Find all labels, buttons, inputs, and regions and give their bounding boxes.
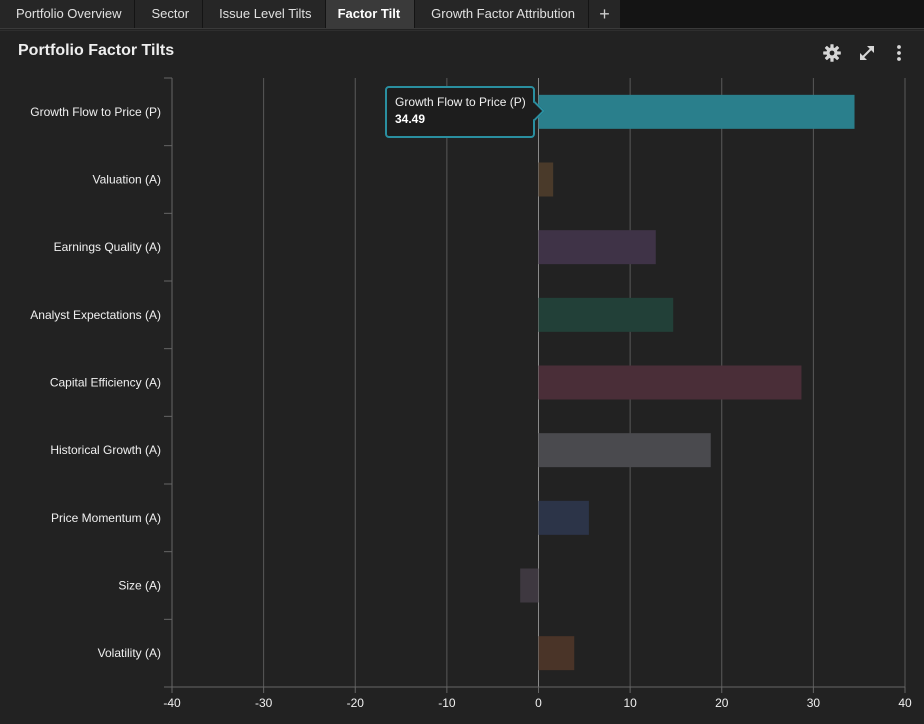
panel-title: Portfolio Factor Tilts: [18, 42, 175, 59]
chart-tooltip: Growth Flow to Price (P) 34.49: [385, 86, 545, 138]
category-label: Growth Flow to Price (P): [30, 105, 161, 119]
more-vertical-icon[interactable]: [889, 43, 909, 63]
category-label: Valuation (A): [93, 173, 161, 187]
category-label: Earnings Quality (A): [54, 240, 161, 254]
category-label: Volatility (A): [98, 646, 161, 660]
tooltip-factor-value: 34.49: [395, 112, 426, 126]
add-tab-button[interactable]: +: [588, 0, 621, 28]
category-label: Capital Efficiency (A): [50, 376, 161, 390]
category-label: Historical Growth (A): [50, 443, 161, 457]
x-tick-label: -40: [163, 696, 181, 710]
category-label: Price Momentum (A): [51, 511, 161, 525]
bar: [538, 636, 575, 671]
x-tick-label: 30: [807, 696, 821, 710]
category-label: Analyst Expectations (A): [30, 308, 161, 322]
tab-growth-factor-attribution[interactable]: Growth Factor Attribution: [415, 0, 589, 28]
bar: [538, 94, 855, 129]
x-tick-label: -30: [255, 696, 273, 710]
factor-tilt-chart: -40 -30 -20 -10 0 10 20 30 40 Growth Flow to Pric…: [30, 77, 912, 710]
gear-icon[interactable]: [822, 43, 842, 63]
tab-bar: Portfolio Overview Sector Issue Level Ti…: [0, 0, 924, 29]
tab-factor-tilt[interactable]: Factor Tilt: [325, 0, 416, 28]
bar: [538, 500, 589, 535]
x-tick-label: -10: [438, 696, 456, 710]
x-tick-label: 40: [898, 696, 912, 710]
bar: [538, 162, 554, 197]
expand-icon[interactable]: [857, 43, 877, 63]
category-label: Size (A): [118, 579, 161, 593]
bar: [538, 365, 802, 400]
bar: [538, 433, 711, 468]
x-tick-label: 10: [623, 696, 637, 710]
bar: [538, 297, 674, 332]
tooltip-factor-name: Growth Flow to Price (P): [395, 95, 526, 109]
x-tick-label: 20: [715, 696, 729, 710]
bar: [520, 568, 539, 603]
bar: [538, 230, 656, 265]
x-tick-label: -20: [347, 696, 365, 710]
tab-sector[interactable]: Sector: [135, 0, 204, 28]
x-tick-label: 0: [535, 696, 542, 710]
tab-portfolio-overview[interactable]: Portfolio Overview: [0, 0, 136, 28]
tab-issue-level-tilts[interactable]: Issue Level Tilts: [203, 0, 326, 28]
